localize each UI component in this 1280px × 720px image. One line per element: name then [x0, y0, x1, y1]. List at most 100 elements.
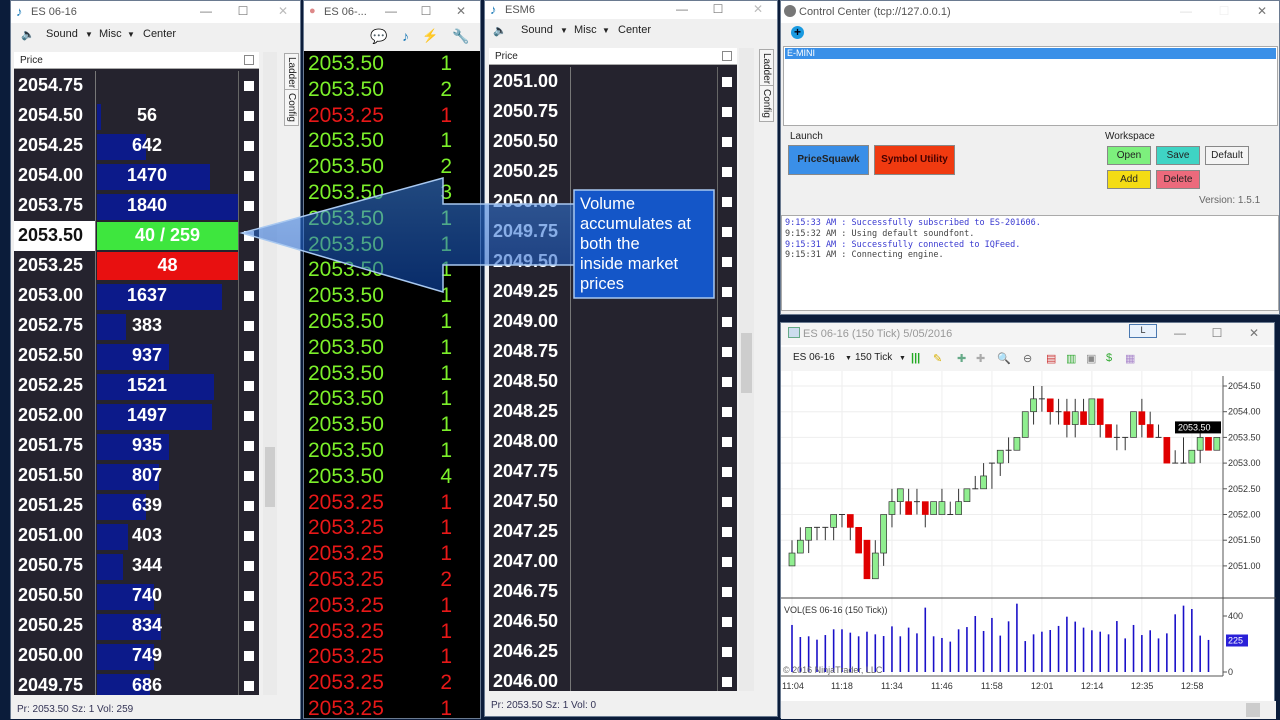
ladder-row[interactable]: 2054.50 56: [14, 101, 259, 131]
ladder-row[interactable]: 2053.50 40 / 259: [14, 221, 259, 251]
ladder-row[interactable]: 2046.25: [489, 637, 737, 667]
ladder-row[interactable]: 2053.25 48: [14, 251, 259, 281]
ladder-row[interactable]: 2054.75: [14, 71, 259, 101]
chat-icon[interactable]: 💬: [370, 28, 388, 44]
ladder-row[interactable]: 2051.75 935: [14, 431, 259, 461]
ladder-row[interactable]: 2051.00: [489, 67, 737, 97]
header-checkbox[interactable]: [722, 51, 732, 61]
properties-icon[interactable]: ▣: [1086, 353, 1097, 365]
row-checkbox[interactable]: [244, 651, 254, 661]
ladder-row[interactable]: 2054.25 642: [14, 131, 259, 161]
indicators-icon[interactable]: ▤: [1046, 353, 1057, 365]
ladder-row[interactable]: 2050.00 749: [14, 641, 259, 671]
misc-menu[interactable]: Misc: [99, 28, 122, 40]
row-checkbox[interactable]: [244, 681, 254, 691]
wrench-icon[interactable]: 🔧: [452, 28, 470, 44]
center-button[interactable]: Center: [618, 24, 652, 36]
price-ladder[interactable]: Price 2054.75 2054.50 56 2054.25 642 2054.00 1…: [14, 52, 259, 695]
row-checkbox[interactable]: [244, 351, 254, 361]
ladder-row[interactable]: 2046.75: [489, 577, 737, 607]
tab-config[interactable]: Config: [284, 89, 299, 126]
global-crosshair-icon[interactable]: ✚: [976, 353, 986, 365]
symbol-list[interactable]: E-MINI: [783, 46, 1278, 126]
row-checkbox[interactable]: [722, 407, 732, 417]
row-checkbox[interactable]: [244, 141, 254, 151]
ladder-row[interactable]: 2049.00: [489, 307, 737, 337]
ladder-row[interactable]: 2053.00 1637: [14, 281, 259, 311]
ladder-row[interactable]: 2049.75 686: [14, 671, 259, 695]
default-button[interactable]: Default: [1205, 146, 1249, 165]
row-checkbox[interactable]: [722, 287, 732, 297]
crosshair-icon[interactable]: ✚: [957, 353, 967, 365]
ladder-row[interactable]: 2048.75: [489, 337, 737, 367]
maximize-button[interactable]: ☐: [712, 2, 724, 16]
tab-config[interactable]: Config: [759, 85, 774, 122]
data-box-icon[interactable]: ▦: [1125, 353, 1136, 365]
row-checkbox[interactable]: [244, 441, 254, 451]
candlestick-chart[interactable]: 2054.50 2054.00 2053.50 2053.00 2052.50 2052.…: [781, 371, 1276, 719]
row-checkbox[interactable]: [722, 497, 732, 507]
speaker-icon[interactable]: 🔈: [21, 29, 35, 41]
plug-icon[interactable]: ⚡: [422, 28, 439, 43]
sound-menu[interactable]: Sound: [521, 24, 553, 36]
strategies-icon[interactable]: ▥: [1066, 353, 1077, 365]
time-and-sales-list[interactable]: 2053.50 1 2053.50 2 2053.25 1 2053.50 1 2053.50 2…: [304, 51, 480, 718]
maximize-button[interactable]: ☐: [237, 4, 249, 18]
row-checkbox[interactable]: [722, 137, 732, 147]
ladder-row[interactable]: 2050.75: [489, 97, 737, 127]
scrollbar-thumb[interactable]: [1246, 703, 1260, 717]
ladder-row[interactable]: 2048.50: [489, 367, 737, 397]
minimize-button[interactable]: —: [200, 4, 212, 18]
row-checkbox[interactable]: [722, 107, 732, 117]
minimize-button[interactable]: —: [1180, 4, 1192, 18]
close-button[interactable]: ✕: [1248, 326, 1260, 340]
center-button[interactable]: Center: [143, 28, 177, 40]
row-checkbox[interactable]: [244, 381, 254, 391]
sound-menu[interactable]: Sound: [46, 28, 78, 40]
row-checkbox[interactable]: [722, 257, 732, 267]
ladder-row[interactable]: 2051.00 403: [14, 521, 259, 551]
row-checkbox[interactable]: [722, 317, 732, 327]
row-checkbox[interactable]: [722, 647, 732, 657]
ladder-row[interactable]: 2051.25 639: [14, 491, 259, 521]
ladder-row[interactable]: 2054.00 1470: [14, 161, 259, 191]
close-button[interactable]: ✕: [277, 4, 289, 18]
close-button[interactable]: ✕: [752, 2, 764, 16]
row-checkbox[interactable]: [722, 197, 732, 207]
ladder-row[interactable]: 2047.00: [489, 547, 737, 577]
ladder-row[interactable]: 2048.25: [489, 397, 737, 427]
tab-ladder[interactable]: Ladder: [759, 49, 774, 89]
ladder-row[interactable]: 2050.50: [489, 127, 737, 157]
pencil-icon[interactable]: ✎: [933, 353, 943, 365]
row-checkbox[interactable]: [244, 231, 254, 241]
ladder-row[interactable]: 2047.75: [489, 457, 737, 487]
row-checkbox[interactable]: [722, 347, 732, 357]
scrollbar[interactable]: [739, 48, 754, 691]
row-checkbox[interactable]: [244, 591, 254, 601]
row-checkbox[interactable]: [722, 377, 732, 387]
dollar-icon[interactable]: $: [1106, 352, 1113, 364]
ladder-row[interactable]: 2052.75 383: [14, 311, 259, 341]
close-button[interactable]: ✕: [1256, 4, 1268, 18]
interval-selector[interactable]: 150 Tick: [855, 352, 893, 363]
row-checkbox[interactable]: [722, 677, 732, 687]
delete-button[interactable]: Delete: [1156, 170, 1200, 189]
add-button[interactable]: +: [791, 26, 804, 39]
save-button[interactable]: Save: [1156, 146, 1200, 165]
row-checkbox[interactable]: [244, 411, 254, 421]
row-checkbox[interactable]: [722, 227, 732, 237]
row-checkbox[interactable]: [722, 77, 732, 87]
row-checkbox[interactable]: [244, 111, 254, 121]
ladder-row[interactable]: 2047.50: [489, 487, 737, 517]
scrollbar[interactable]: [263, 52, 277, 695]
row-checkbox[interactable]: [722, 557, 732, 567]
minimize-button[interactable]: —: [1174, 326, 1186, 340]
row-checkbox[interactable]: [244, 261, 254, 271]
horizontal-scrollbar[interactable]: [781, 701, 1276, 719]
maximize-button[interactable]: ☐: [1211, 326, 1223, 340]
add-workspace-button[interactable]: Add: [1107, 170, 1151, 189]
chart-style-icon[interactable]: |||: [911, 352, 921, 364]
ladder-row[interactable]: 2050.25: [489, 157, 737, 187]
close-button[interactable]: ✕: [455, 4, 467, 18]
ladder-row[interactable]: 2050.50 740: [14, 581, 259, 611]
